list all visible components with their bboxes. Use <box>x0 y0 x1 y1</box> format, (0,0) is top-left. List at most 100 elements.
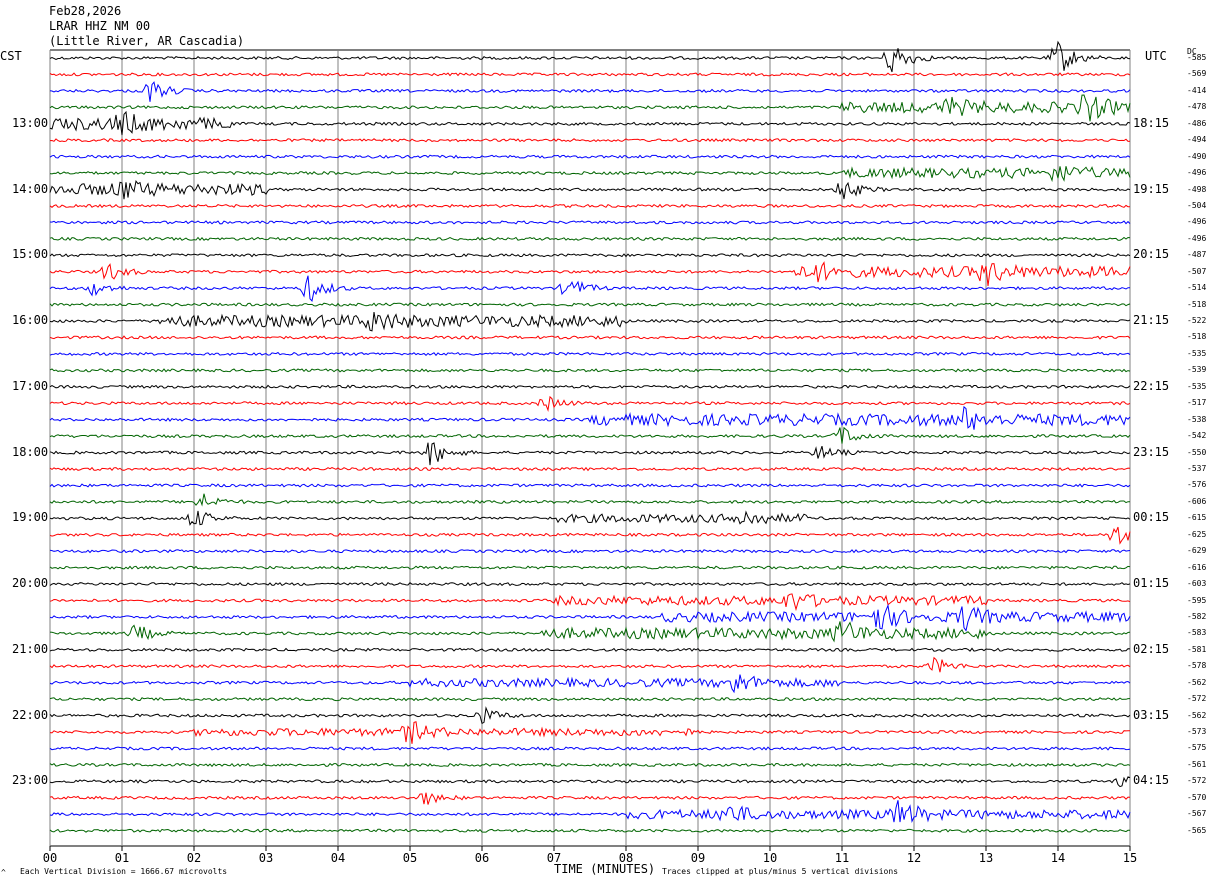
left-time-label: 15:00 <box>12 247 49 262</box>
seismic-trace <box>49 746 1131 751</box>
dc-offset-label: -570 <box>1187 792 1207 802</box>
dc-offset-label: -535 <box>1187 381 1207 391</box>
dc-offset-label: -518 <box>1187 299 1207 309</box>
x-tick-label: 02 <box>187 851 201 865</box>
left-time-label: 22:00 <box>12 707 49 722</box>
left-time-label: 23:00 <box>12 773 49 788</box>
dc-offset-label: -550 <box>1187 447 1207 457</box>
left-time-label: 19:00 <box>12 510 49 525</box>
seismic-trace <box>49 603 1131 632</box>
seismic-trace <box>49 94 1131 122</box>
dc-offset-label: -561 <box>1187 759 1207 769</box>
left-time-label: 16:00 <box>12 313 49 328</box>
seismic-trace <box>49 792 1131 805</box>
seismic-trace <box>49 800 1131 823</box>
dc-offset-label: -576 <box>1187 480 1207 490</box>
dc-offset-label: -567 <box>1187 809 1207 819</box>
seismic-trace <box>49 510 1131 526</box>
dc-offset-label: -572 <box>1187 776 1207 786</box>
right-time-label: 23:15 <box>1133 444 1170 459</box>
dc-offset-label: -537 <box>1187 464 1207 473</box>
left-time-label: 14:00 <box>12 181 49 196</box>
dc-offset-label: -496 <box>1187 168 1207 178</box>
dc-offset-label: -585 <box>1187 53 1207 62</box>
seismic-trace <box>49 549 1131 554</box>
right-time-label: 22:15 <box>1133 378 1170 393</box>
dc-offset-label: -565 <box>1187 825 1207 835</box>
seismic-trace <box>49 236 1131 241</box>
seismic-trace <box>49 154 1131 159</box>
left-time-label: 18:00 <box>12 444 49 459</box>
right-timezone-label: UTC <box>1145 49 1167 63</box>
seismic-trace <box>49 565 1131 570</box>
seismic-trace <box>49 395 1131 413</box>
scale-note: Each Vertical Division = 1666.67 microvo… <box>20 867 228 876</box>
clip-note: Traces clipped at plus/minus 5 vertical … <box>662 867 899 876</box>
seismic-trace <box>49 40 1131 73</box>
seismic-trace <box>49 442 1131 466</box>
seismic-trace <box>49 302 1131 307</box>
left-time-label: 13:00 <box>12 115 49 130</box>
left-timezone-label: CST <box>0 49 22 63</box>
seismic-trace <box>49 426 1131 444</box>
right-time-label: 01:15 <box>1133 576 1170 591</box>
dc-offset-label: -583 <box>1187 628 1207 638</box>
dc-offset-label: -606 <box>1187 496 1207 506</box>
dc-offset-label: -569 <box>1187 69 1207 79</box>
x-tick-label: 09 <box>691 851 705 865</box>
dc-offset-label: -517 <box>1187 398 1207 408</box>
left-time-label: 21:00 <box>12 641 49 656</box>
dc-offset-label: -616 <box>1187 562 1207 572</box>
dc-offset-label: -562 <box>1187 677 1207 687</box>
dc-offset-label: -414 <box>1187 85 1207 95</box>
seismic-trace <box>49 312 1131 332</box>
seismic-trace <box>49 138 1131 143</box>
dc-offset-label: -572 <box>1187 694 1207 704</box>
dc-offset-label: -573 <box>1187 727 1207 737</box>
seismic-trace <box>49 180 1131 200</box>
seismic-trace <box>49 647 1131 652</box>
dc-offset-label: -542 <box>1187 431 1207 441</box>
seismic-trace <box>49 526 1131 545</box>
x-tick-label: 11 <box>835 851 849 865</box>
dc-offset-label: -603 <box>1187 579 1207 589</box>
dc-offset-label: -595 <box>1187 595 1207 605</box>
x-tick-label: 08 <box>619 851 633 865</box>
seismic-trace <box>49 351 1131 357</box>
dc-offset-label: -539 <box>1187 365 1207 375</box>
right-time-label: 20:15 <box>1133 247 1170 262</box>
dc-offset-label: -486 <box>1187 118 1207 128</box>
dc-offset-label: -575 <box>1187 743 1207 753</box>
x-tick-label: 05 <box>403 851 417 865</box>
right-time-label: 04:15 <box>1133 773 1170 788</box>
seismic-trace <box>49 261 1131 287</box>
dc-offset-label: -487 <box>1187 250 1207 260</box>
dc-offset-label: -522 <box>1187 316 1207 326</box>
x-tick-label: 01 <box>115 851 129 865</box>
left-time-label: 17:00 <box>12 378 49 393</box>
seismic-trace <box>49 593 1131 612</box>
seismic-trace <box>49 368 1131 373</box>
seismic-trace <box>49 483 1131 488</box>
seismic-trace <box>49 828 1131 833</box>
seismic-trace <box>49 110 1131 136</box>
seismic-trace <box>49 220 1131 225</box>
seismic-trace <box>49 81 1131 102</box>
x-tick-label: 06 <box>475 851 489 865</box>
x-tick-label: 03 <box>259 851 273 865</box>
right-time-label: 21:15 <box>1133 313 1170 328</box>
seismic-trace <box>49 466 1131 472</box>
seismic-trace <box>49 706 1131 725</box>
seismic-trace <box>49 493 1131 507</box>
corner-mark: ^ <box>1 868 6 877</box>
left-time-label: 20:00 <box>12 576 49 591</box>
seismic-trace <box>49 697 1130 702</box>
x-tick-label: 15 <box>1123 851 1137 865</box>
x-tick-label: 12 <box>907 851 921 865</box>
right-time-label: 03:15 <box>1133 707 1170 722</box>
seismic-trace <box>49 335 1131 340</box>
dc-offset-label: -562 <box>1187 710 1207 720</box>
x-tick-label: 13 <box>979 851 993 865</box>
header-date: Feb28,2026 <box>49 4 122 18</box>
dc-offset-label: -625 <box>1187 529 1207 539</box>
